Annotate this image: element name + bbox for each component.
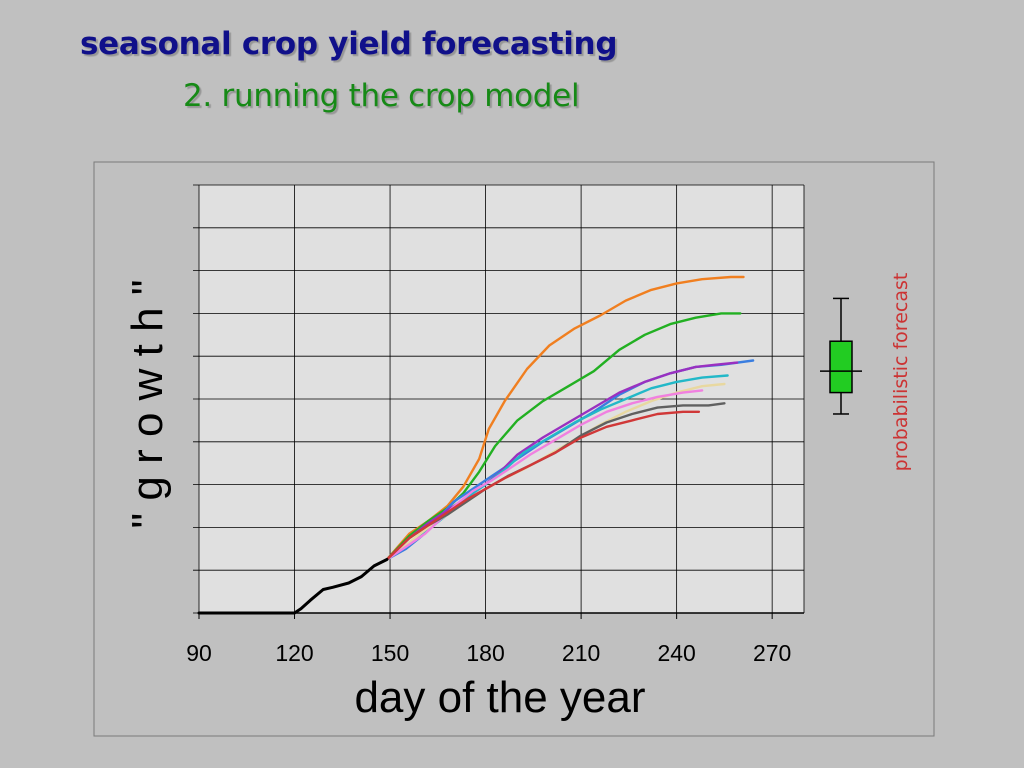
x-tick-label: 120 (275, 640, 313, 666)
series-line-7 (385, 389, 704, 561)
x-axis-label: day of the year (354, 673, 645, 722)
series-line-1 (385, 275, 745, 561)
series-line-2 (385, 312, 742, 561)
series-layer (385, 275, 755, 561)
x-tick-labels: 90 120 150 180 210 240 270 (186, 613, 791, 666)
slide-subtitle: 2. running the crop model (183, 78, 580, 114)
box-iqr (829, 340, 853, 394)
x-tick-label: 150 (371, 640, 409, 666)
observed-layer (197, 558, 389, 615)
x-tick-label: 270 (753, 640, 791, 666)
forecast-annotation: probabilistic forecast (890, 273, 912, 472)
observed-line (197, 558, 389, 615)
x-tick-label: 180 (466, 640, 504, 666)
x-tick-label: 240 (657, 640, 695, 666)
y-axis-label: " g r o w t h " (123, 280, 172, 529)
series-line-4 (385, 361, 739, 561)
series-line-9 (385, 410, 701, 561)
x-tick-label: 90 (186, 640, 212, 666)
forecast-boxplot (820, 297, 862, 415)
x-tick-label: 210 (562, 640, 600, 666)
slide-title: seasonal crop yield forecasting (80, 26, 618, 62)
